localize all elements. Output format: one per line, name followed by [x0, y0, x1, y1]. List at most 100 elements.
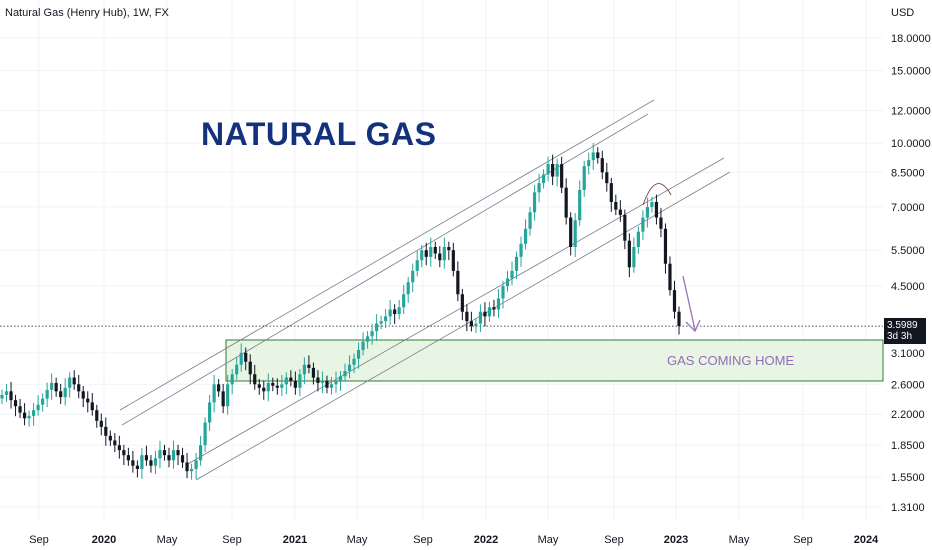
candle-body — [185, 462, 189, 472]
candle-body — [0, 394, 4, 399]
zone-annotation-label: GAS COMING HOME — [667, 353, 795, 368]
candle-body — [126, 455, 130, 461]
candle-body — [505, 278, 510, 287]
candle-body — [636, 231, 640, 247]
candle-body — [397, 307, 401, 315]
candle-body — [54, 382, 58, 392]
candle-body — [406, 282, 410, 295]
candle-body — [226, 384, 230, 407]
candle-body — [262, 387, 266, 392]
time-axis: Sep 2020 May Sep 2021 May Sep 2022 May Sep 2023 May… — [29, 534, 879, 546]
candlestick-series — [0, 142, 681, 480]
candle-body — [257, 384, 261, 388]
down-arrow-drawing — [682, 275, 701, 333]
x-tick-label: 2023 — [664, 534, 688, 546]
y-tick-label: 8.5000 — [891, 167, 925, 179]
candle-body — [158, 450, 162, 459]
candle-body — [442, 246, 446, 261]
candle-body — [13, 400, 18, 407]
last-price-value: 3.5989 — [887, 320, 918, 332]
candle-body — [113, 440, 117, 446]
candle-body — [402, 294, 406, 308]
x-tick-label: Sep — [29, 534, 49, 546]
candle-body — [487, 307, 492, 317]
x-tick-label: 2021 — [283, 534, 307, 546]
candle-body — [176, 450, 180, 456]
y-tick-label: 2.2000 — [891, 409, 925, 421]
candle-body — [131, 460, 135, 466]
candle-body — [352, 358, 356, 365]
candle-body — [221, 391, 225, 407]
candle-body — [203, 422, 207, 446]
x-tick-label: Sep — [604, 534, 624, 546]
x-tick-label: 2020 — [92, 534, 116, 546]
candle-body — [496, 298, 501, 310]
candle-body — [510, 270, 514, 279]
x-tick-label: Sep — [413, 534, 433, 546]
candle-body — [474, 323, 478, 327]
x-tick-label: May — [729, 534, 750, 546]
candle-body — [280, 384, 284, 388]
candle-body — [320, 380, 325, 383]
candle-body — [609, 183, 613, 203]
candle-body — [384, 316, 388, 322]
candle-body — [564, 187, 568, 218]
candle-body — [659, 217, 663, 229]
candle-body — [284, 377, 288, 385]
y-tick-label: 10.0000 — [891, 138, 931, 150]
candle-body — [189, 468, 194, 472]
candle-body — [22, 412, 27, 419]
candle-body — [645, 207, 650, 218]
candle-body — [433, 246, 437, 254]
candle-body — [393, 309, 397, 315]
y-tick-label: 15.0000 — [891, 66, 931, 78]
candle-body — [302, 364, 306, 375]
candle-body — [248, 361, 252, 375]
candle-body — [108, 435, 112, 441]
candle-body — [677, 311, 681, 327]
candle-body — [104, 426, 108, 436]
candle-body — [469, 321, 473, 327]
candle-body — [519, 243, 523, 257]
candle-body — [149, 460, 153, 466]
candle-body — [235, 364, 239, 375]
x-tick-label: Sep — [793, 534, 813, 546]
price-axis: 18.0000 15.0000 12.0000 10.0000 8.5000 7.0000… — [891, 33, 931, 514]
chart-grid — [0, 0, 883, 520]
candle-body — [244, 352, 248, 362]
y-tick-label: 12.0000 — [891, 106, 931, 118]
candle-body — [388, 309, 392, 317]
candle-body — [77, 384, 81, 392]
y-tick-label: 1.5500 — [891, 472, 925, 484]
candle-body — [411, 270, 415, 283]
candle-body — [483, 311, 487, 317]
candle-body — [194, 460, 198, 469]
symbol-header[interactable]: Natural Gas (Henry Hub), 1W, FX — [5, 7, 169, 19]
candle-body — [551, 164, 555, 177]
candle-body — [162, 450, 167, 456]
y-tick-label: 1.8500 — [891, 440, 925, 452]
candle-body — [501, 286, 505, 299]
candle-body — [217, 384, 221, 392]
candle-body — [668, 263, 672, 291]
candle-body — [542, 174, 546, 184]
candle-body — [9, 391, 13, 401]
candle-body — [438, 253, 442, 261]
y-tick-label: 1.3100 — [891, 502, 925, 514]
candle-body — [578, 189, 582, 221]
candle-body — [627, 240, 631, 268]
candle-body — [329, 384, 334, 388]
candle-body — [167, 455, 171, 461]
candle-body — [415, 260, 419, 271]
candle-body — [343, 371, 347, 377]
channel-line — [119, 99, 655, 411]
candle-body — [605, 172, 609, 184]
candle-body — [492, 307, 496, 310]
candle-body — [582, 166, 586, 190]
x-tick-label: Sep — [222, 534, 242, 546]
last-price-badge: 3.5989 3d 3h — [884, 318, 926, 345]
candle-body — [230, 374, 234, 385]
candle-body — [59, 391, 63, 398]
bar-countdown: 3d 3h — [887, 331, 913, 343]
